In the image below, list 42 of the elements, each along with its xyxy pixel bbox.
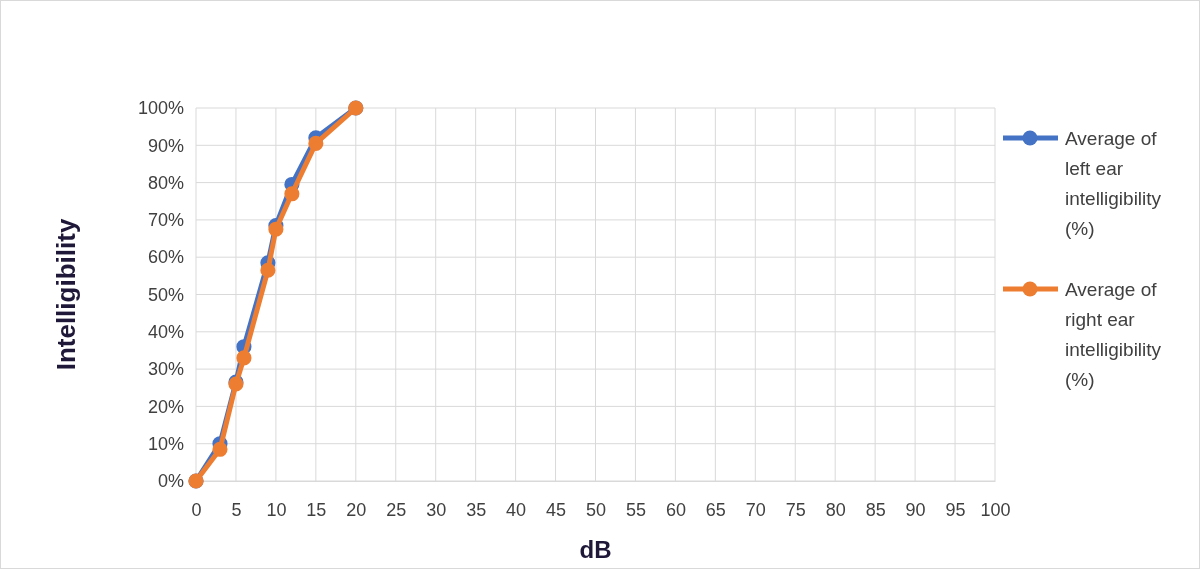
point [260, 262, 276, 278]
x-tick-label: 30 [426, 499, 447, 520]
legend-label: Average of left ear intelligibility (%) [1065, 128, 1162, 239]
y-tick-label: 40% [147, 322, 184, 343]
x-tick-label: 65 [705, 499, 726, 520]
x-tick-label: 25 [386, 499, 407, 520]
x-tick-label: 85 [865, 499, 886, 520]
y-axis-title: Intelligibility [51, 218, 81, 371]
x-tick-label: 15 [306, 499, 327, 520]
x-tick-label: 5 [231, 499, 242, 520]
x-tick-label: 95 [945, 499, 966, 520]
y-tick-label: 60% [147, 247, 184, 268]
y-tick-label: 90% [147, 135, 184, 156]
point [212, 441, 228, 457]
x-tick-label: 40 [506, 499, 527, 520]
y-tick-label: 70% [147, 210, 184, 231]
y-tick-label: 20% [147, 396, 184, 417]
y-tick-label: 80% [147, 172, 184, 193]
x-tick-label: 55 [625, 499, 646, 520]
point [268, 221, 284, 237]
legend-label: Average of right ear intelligibility (%) [1065, 279, 1162, 390]
point [308, 135, 324, 151]
x-tick-label: 50 [585, 499, 607, 520]
y-tick-label: 100% [137, 98, 184, 119]
x-tick-label: 35 [466, 499, 487, 520]
x-tick-label: 100 [980, 499, 1011, 520]
point [284, 186, 300, 202]
x-tick-label: 70 [745, 499, 766, 520]
x-tick-label: 10 [266, 499, 287, 520]
y-tick-label: 0% [157, 471, 184, 492]
x-tick-label: 45 [546, 499, 567, 520]
point [236, 350, 252, 366]
x-tick-label: 0 [191, 499, 202, 520]
y-tick-label: 10% [147, 433, 184, 454]
x-tick-label: 20 [346, 499, 367, 520]
x-tick-label: 80 [825, 499, 846, 520]
x-tick-label: 90 [905, 499, 926, 520]
x-tick-label: 60 [665, 499, 686, 520]
x-axis-title: dB [579, 536, 612, 563]
x-tick-label: 75 [785, 499, 806, 520]
y-tick-label: 30% [147, 359, 184, 380]
y-tick-label: 50% [147, 284, 184, 305]
